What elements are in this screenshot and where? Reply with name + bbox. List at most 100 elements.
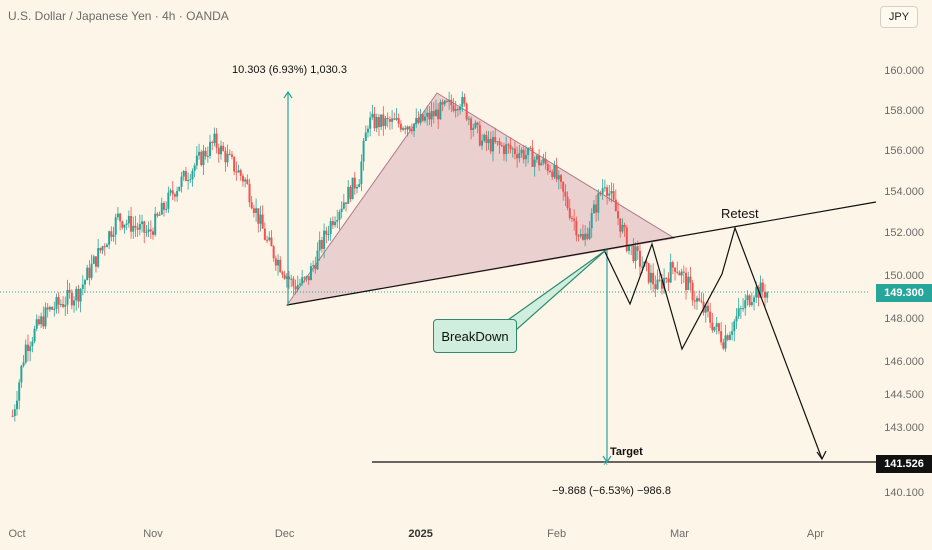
- candle-body: [728, 334, 731, 340]
- candle-body: [298, 283, 301, 285]
- candle-body: [200, 151, 203, 166]
- candle-body: [158, 214, 161, 216]
- candle-body: [64, 304, 67, 307]
- time-tick-label: 2025: [408, 528, 433, 540]
- candle-body: [735, 316, 738, 322]
- candle-body: [228, 153, 231, 155]
- candle-body: [81, 284, 84, 290]
- candle-body: [619, 218, 622, 232]
- candle-body: [678, 272, 681, 276]
- candle-body: [182, 171, 185, 177]
- candle-body: [257, 208, 260, 224]
- candle-body: [606, 187, 609, 196]
- candle-body: [505, 144, 508, 155]
- candle-body: [35, 319, 38, 329]
- candle-body: [391, 118, 394, 122]
- time-tick-label: Feb: [547, 528, 567, 540]
- candle-body: [143, 221, 146, 233]
- candle-body: [702, 301, 705, 313]
- candle-body: [215, 133, 218, 148]
- price-tick-label: 156.000: [884, 145, 924, 157]
- candle-body: [481, 140, 484, 146]
- candle-body: [312, 265, 315, 267]
- candle-body: [546, 164, 549, 171]
- candle-body: [693, 300, 696, 302]
- candle-body: [195, 155, 198, 166]
- candle-body: [176, 190, 179, 197]
- candle-body: [641, 266, 644, 268]
- candle-body: [564, 191, 567, 197]
- candle-body: [733, 321, 736, 332]
- candle-body: [516, 154, 519, 159]
- candle-body: [663, 277, 666, 289]
- candle-body: [715, 323, 718, 327]
- candle-body: [77, 288, 80, 302]
- candle-body: [296, 284, 299, 290]
- candle-body: [577, 235, 580, 237]
- candle-body: [584, 233, 587, 240]
- candle-body: [575, 220, 578, 236]
- candle-body: [369, 117, 372, 129]
- candle-body: [628, 245, 630, 251]
- candle-body: [248, 183, 251, 203]
- candle-body: [37, 319, 40, 325]
- candle-body: [51, 307, 54, 310]
- candle-body: [327, 233, 330, 235]
- candle-body: [724, 335, 727, 349]
- candle-body: [617, 211, 620, 219]
- candle-body: [544, 158, 547, 165]
- candle-body: [430, 111, 433, 120]
- currency-button[interactable]: JPY: [880, 6, 918, 28]
- candle-body: [687, 276, 690, 291]
- candle-body: [612, 191, 615, 200]
- candle-body: [259, 214, 262, 224]
- candle-body: [239, 170, 242, 176]
- candle-body: [586, 233, 589, 239]
- price-tick-label: 160.000: [884, 65, 924, 77]
- candle-body: [520, 149, 523, 154]
- candle-body: [70, 292, 73, 306]
- candle-body: [116, 213, 119, 218]
- candle-body: [487, 138, 490, 143]
- candle-body: [452, 105, 455, 111]
- candle-body: [121, 221, 124, 228]
- candle-body: [649, 272, 652, 283]
- candle-body: [654, 284, 657, 290]
- candle-body: [711, 322, 714, 331]
- candle-body: [445, 100, 448, 102]
- candle-body: [134, 225, 137, 228]
- candle-body: [314, 265, 317, 270]
- candle-body: [191, 170, 194, 180]
- candle-body: [645, 261, 648, 264]
- candles: [11, 91, 769, 422]
- candle-body: [224, 150, 227, 163]
- candle-body: [529, 147, 532, 149]
- candle-body: [667, 278, 670, 283]
- candle-body: [399, 123, 402, 130]
- candle-body: [92, 256, 95, 264]
- candle-body: [40, 316, 43, 325]
- candle-body: [415, 117, 418, 124]
- candle-body: [623, 224, 626, 228]
- candle-body: [726, 335, 729, 340]
- candle-body: [461, 96, 464, 107]
- candle-body: [309, 266, 312, 281]
- measure-down-label: −9.868 (−6.53%) −986.8: [552, 485, 671, 497]
- candle-body: [382, 114, 385, 126]
- candle-body: [456, 108, 459, 111]
- candle-body: [704, 305, 707, 313]
- candle-body: [496, 141, 499, 143]
- candle-body: [114, 217, 117, 235]
- candle-body: [373, 113, 376, 129]
- candle-body: [101, 246, 104, 251]
- candle-body: [450, 99, 453, 106]
- candle-body: [625, 227, 628, 251]
- candle-body: [443, 100, 446, 105]
- support-trendline: [286, 201, 877, 306]
- candle-body: [103, 246, 106, 248]
- candle-body: [167, 192, 170, 209]
- candle-body: [46, 307, 49, 310]
- candle-body: [356, 187, 358, 189]
